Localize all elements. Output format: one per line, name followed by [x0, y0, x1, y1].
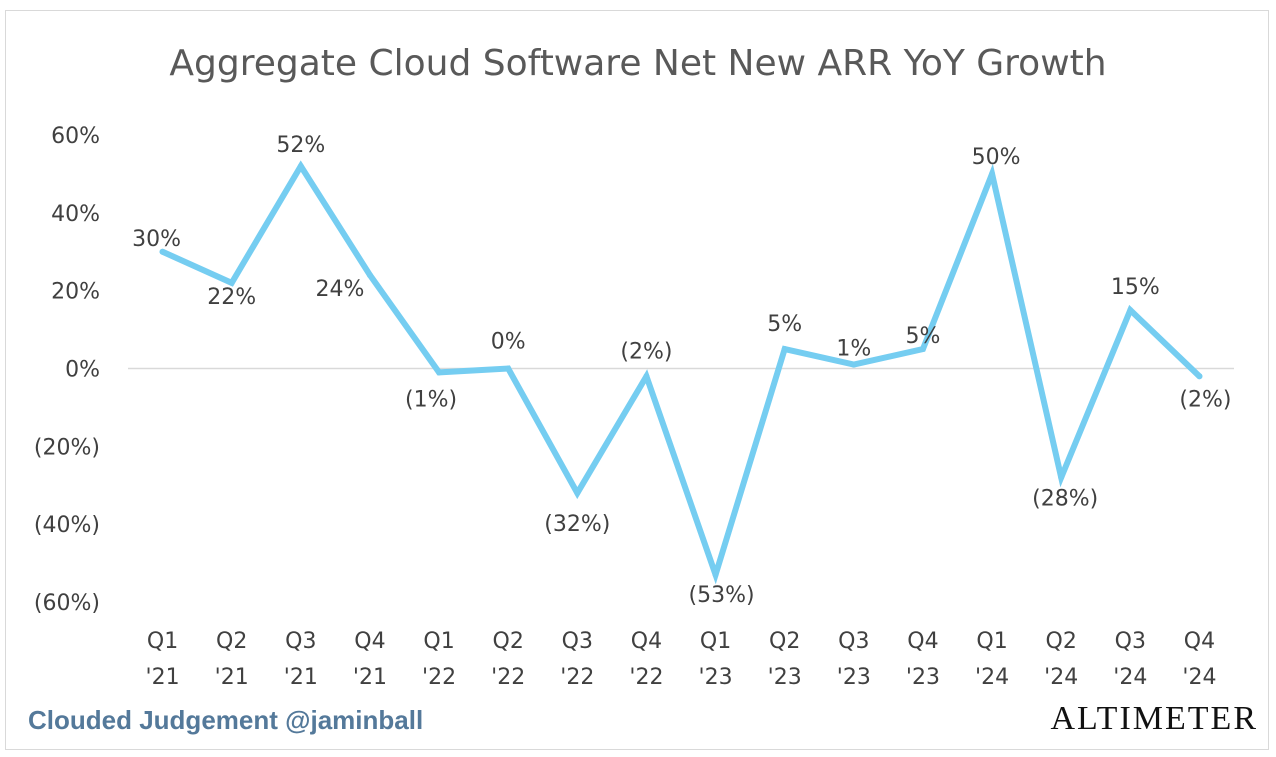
data-point — [1196, 373, 1203, 380]
x-tick-label-quarter: Q2 — [769, 629, 800, 654]
data-point — [989, 170, 996, 177]
data-point — [712, 571, 719, 578]
data-point — [643, 373, 650, 380]
data-point — [297, 163, 304, 170]
y-tick-label: 0% — [65, 358, 100, 383]
plot-area — [128, 160, 1234, 585]
x-tick-label-quarter: Q2 — [216, 629, 247, 654]
data-point — [1058, 474, 1065, 481]
data-label: (28%) — [1032, 486, 1098, 511]
x-tick-label-quarter: Q4 — [631, 629, 662, 654]
x-tick-label-year: '22 — [491, 665, 525, 690]
x-tick-label-year: '22 — [422, 665, 456, 690]
chart-frame — [5, 10, 1269, 750]
data-point — [919, 346, 926, 353]
data-label: 30% — [132, 227, 181, 252]
y-axis: 60% 40% 20% 0% (20%) (40%) (60%) — [34, 124, 100, 616]
x-tick-label-year: '23 — [768, 665, 802, 690]
chart-title: Aggregate Cloud Software Net New ARR YoY… — [169, 43, 1106, 84]
x-tick-label-quarter: Q3 — [285, 629, 316, 654]
data-point — [850, 361, 857, 368]
x-tick-label-year: '23 — [906, 665, 940, 690]
data-label: (32%) — [544, 512, 610, 537]
data-point — [781, 346, 788, 353]
x-tick-label-quarter: Q1 — [423, 629, 454, 654]
data-label: 0% — [491, 330, 526, 355]
x-tick-label-quarter: Q1 — [147, 629, 178, 654]
y-tick-label: (60%) — [34, 591, 100, 616]
x-tick-label-year: '24 — [975, 665, 1009, 690]
data-label: 24% — [315, 277, 364, 302]
data-label: (1%) — [405, 387, 457, 412]
data-label: (2%) — [1179, 387, 1231, 412]
x-tick-label-year: '22 — [560, 665, 594, 690]
data-label: 5% — [767, 312, 802, 337]
y-tick-label: 20% — [51, 280, 100, 305]
x-tick-label-year: '21 — [146, 665, 180, 690]
x-tick-label-quarter: Q1 — [976, 629, 1007, 654]
x-tick-label-quarter: Q4 — [354, 629, 385, 654]
data-label: (53%) — [689, 583, 755, 608]
x-tick-label-year: '24 — [1182, 665, 1216, 690]
data-point — [159, 248, 166, 255]
x-tick-label-year: '22 — [629, 665, 663, 690]
x-tick-label-year: '24 — [1044, 665, 1078, 690]
data-point — [505, 365, 512, 372]
x-tick-label-year: '23 — [699, 665, 733, 690]
data-label: 5% — [905, 324, 940, 349]
x-tick-label-year: '23 — [837, 665, 871, 690]
data-label: 52% — [276, 133, 325, 158]
altimeter-logo: ALTIMETER — [1050, 700, 1258, 737]
x-tick-label-quarter: Q2 — [1046, 629, 1077, 654]
x-tick-label-quarter: Q3 — [838, 629, 869, 654]
x-tick-label-quarter: Q1 — [700, 629, 731, 654]
series-line — [159, 160, 1203, 585]
x-tick-label-quarter: Q3 — [562, 629, 593, 654]
x-tick-label-quarter: Q4 — [1184, 629, 1215, 654]
x-tick-label-quarter: Q3 — [1115, 629, 1146, 654]
x-axis: Q1 '21 Q2 '21 Q3 '21 Q4 '21 Q1 '22 Q2 '22 Q3 '22 Q4 '22… — [146, 629, 1217, 690]
x-tick-label-quarter: Q2 — [493, 629, 524, 654]
x-tick-label-year: '24 — [1113, 665, 1147, 690]
data-point — [366, 272, 373, 279]
data-labels: 30% 22% 52% 24% (1%) 0% (32%) (2%) (53%) 5% 1% 5% 50… — [132, 133, 1231, 608]
data-point — [1127, 307, 1134, 314]
data-label: 50% — [972, 145, 1021, 170]
data-label: 22% — [207, 285, 256, 310]
y-tick-label: (40%) — [34, 513, 100, 538]
x-tick-label-year: '21 — [215, 665, 249, 690]
y-tick-label: 60% — [51, 124, 100, 149]
x-tick-label-year: '21 — [284, 665, 318, 690]
y-tick-label: 40% — [51, 202, 100, 227]
x-tick-label-year: '21 — [353, 665, 387, 690]
data-point — [228, 279, 235, 286]
footer-attribution: Clouded Judgement @jaminball — [28, 705, 424, 735]
data-point — [436, 369, 443, 376]
y-tick-label: (20%) — [34, 435, 100, 460]
data-label: 1% — [836, 337, 871, 362]
data-label: 15% — [1111, 275, 1160, 300]
data-label: (2%) — [620, 339, 672, 364]
x-tick-label-quarter: Q4 — [907, 629, 938, 654]
data-point — [574, 490, 581, 497]
